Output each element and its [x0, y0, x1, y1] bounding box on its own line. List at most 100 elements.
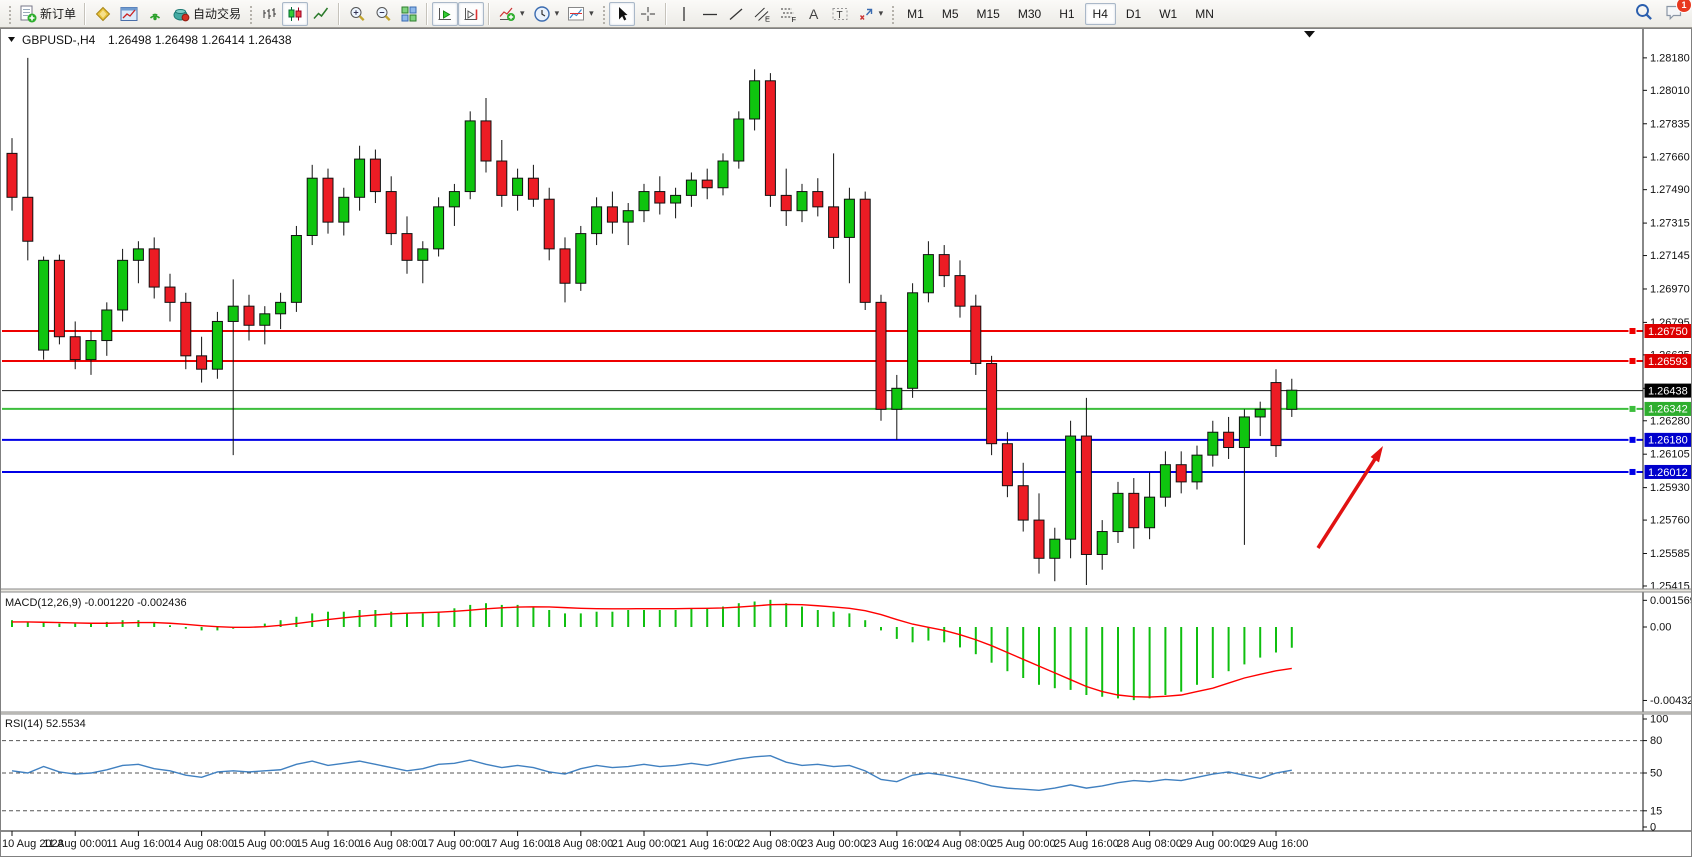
- candle-bullish: [717, 160, 729, 189]
- axis-tick-label: 1.28010: [1650, 85, 1690, 97]
- trendline-button[interactable]: [723, 2, 749, 26]
- vertical-line-button[interactable]: [671, 2, 697, 26]
- hline-handle[interactable]: [1628, 356, 1637, 365]
- fibo-icon: F: [779, 5, 797, 23]
- tf-m30-button[interactable]: M30: [1010, 3, 1049, 25]
- candle-bearish: [812, 191, 824, 208]
- chevron-down-icon[interactable]: ▾: [878, 8, 884, 18]
- tf-m5-button[interactable]: M5: [934, 3, 967, 25]
- tf-d1-button[interactable]: D1: [1118, 3, 1149, 25]
- text-button[interactable]: A: [801, 2, 827, 26]
- channel-icon: E: [753, 5, 771, 23]
- tile-windows-button[interactable]: [396, 2, 422, 26]
- chart-shift-button[interactable]: [458, 1, 485, 26]
- bar-chart-button[interactable]: [256, 2, 282, 26]
- arrow-line[interactable]: [1316, 458, 1377, 549]
- tf-h4-button[interactable]: H4: [1084, 2, 1116, 25]
- axis-tick-label: 0.001569: [1650, 595, 1692, 607]
- candle-bearish: [1080, 435, 1092, 555]
- price-badge: [1644, 432, 1692, 447]
- new-chart-button[interactable]: [116, 2, 142, 26]
- candle-bearish: [986, 362, 998, 445]
- tf-m30-label: M30: [1017, 6, 1042, 21]
- toolbar-drag-handle[interactable]: [248, 3, 254, 24]
- horizontal-line-objects[interactable]: [2, 327, 1643, 476]
- tf-mn-label: MN: [1195, 6, 1214, 21]
- chevron-down-icon[interactable]: ▾: [554, 8, 560, 18]
- pane-splitter[interactable]: [0, 711, 1692, 715]
- bars-icon: [260, 5, 278, 23]
- time-tick-label: 18 Aug 08:00: [548, 838, 613, 850]
- tf-mn-button[interactable]: MN: [1187, 3, 1222, 25]
- symbol-dropdown-arrow-icon[interactable]: [8, 37, 15, 42]
- chevron-down-icon[interactable]: ▾: [589, 8, 594, 18]
- tf-h1-button[interactable]: H1: [1051, 3, 1082, 25]
- tf-m15-button[interactable]: M15: [969, 3, 1008, 25]
- candle-bearish: [180, 301, 192, 357]
- tf-m1-button[interactable]: M1: [899, 3, 932, 25]
- periods-button[interactable]: ▾: [529, 2, 564, 26]
- hline-handle[interactable]: [1628, 435, 1637, 444]
- tf-w1-button[interactable]: W1: [1151, 3, 1185, 25]
- candle-bearish: [69, 336, 81, 361]
- crosshair-button[interactable]: [635, 2, 661, 26]
- market-watch-button[interactable]: [90, 2, 116, 26]
- zoom-out-button[interactable]: [370, 2, 396, 26]
- candle-bearish: [970, 305, 982, 364]
- price-axis[interactable]: 1.28180 1.28010 1.27835 1.27660 1.27490 1.273…: [1642, 28, 1692, 834]
- candle-bearish: [654, 191, 666, 204]
- price-badge-label: 1.26342: [1648, 404, 1688, 416]
- toolbar-drag-handle[interactable]: [890, 3, 896, 24]
- horizontal-line-button[interactable]: [697, 2, 723, 26]
- candle-bullish: [227, 305, 239, 322]
- candle-bearish: [53, 259, 65, 338]
- toolbar-separator: [338, 2, 341, 25]
- equidistant-channel-button[interactable]: E: [749, 2, 775, 26]
- hline-handle[interactable]: [1628, 327, 1637, 335]
- new-order-button[interactable]: 新订单: [15, 2, 80, 26]
- indicators-button[interactable]: ▾: [494, 2, 529, 26]
- arrow-annotation[interactable]: [1316, 446, 1383, 549]
- chat-button[interactable]: 1: [1664, 0, 1692, 27]
- candle-bullish: [259, 313, 271, 326]
- text-label-button[interactable]: T: [827, 2, 853, 26]
- price-badge: [1644, 464, 1692, 479]
- auto-scroll-button[interactable]: [432, 1, 459, 26]
- candle-bullish: [796, 191, 808, 212]
- arrow-head[interactable]: [1370, 446, 1383, 463]
- zoom-out-icon: [374, 5, 392, 23]
- candle-bearish: [1175, 464, 1187, 483]
- axis-tick-label: 1.25930: [1650, 482, 1690, 494]
- toolbar-drag-handle[interactable]: [600, 3, 606, 24]
- tf-m1-label: M1: [907, 6, 924, 21]
- pane-splitter[interactable]: [0, 588, 1692, 593]
- templates-button[interactable]: ▾: [563, 2, 598, 26]
- candle-bearish: [1033, 519, 1045, 559]
- zoom-in-button[interactable]: [344, 2, 370, 26]
- chevron-down-icon[interactable]: ▾: [520, 8, 525, 18]
- hline-handle[interactable]: [1628, 467, 1637, 476]
- axis-tick-label: -0.004322: [1650, 695, 1692, 707]
- line-chart-button[interactable]: [308, 2, 334, 26]
- candle-bullish: [101, 309, 113, 342]
- autotrading-button[interactable]: 自动交易: [168, 2, 245, 26]
- signals-button[interactable]: [142, 2, 168, 26]
- candle-bearish: [369, 158, 381, 193]
- chart-shift-marker-icon[interactable]: [1304, 31, 1315, 38]
- cursor-button[interactable]: [608, 1, 635, 26]
- axis-tick-label: 15: [1650, 805, 1662, 817]
- toolbar-drag-handle[interactable]: [7, 3, 12, 24]
- chart-window-icon: [120, 5, 138, 23]
- fibonacci-button[interactable]: F: [775, 2, 801, 26]
- arrows-button[interactable]: ▾: [853, 2, 888, 26]
- hline-handle[interactable]: [1628, 404, 1637, 413]
- candle-bullish: [1096, 531, 1108, 555]
- candle-bearish: [196, 355, 208, 370]
- candle-bearish: [385, 191, 397, 235]
- template-icon: [567, 5, 585, 23]
- candlestick-chart-button[interactable]: [282, 1, 309, 26]
- search-button[interactable]: [1634, 2, 1654, 27]
- time-tick-label: 17 Aug 00:00: [422, 838, 487, 850]
- axis-tick-label: 1.26970: [1650, 283, 1690, 295]
